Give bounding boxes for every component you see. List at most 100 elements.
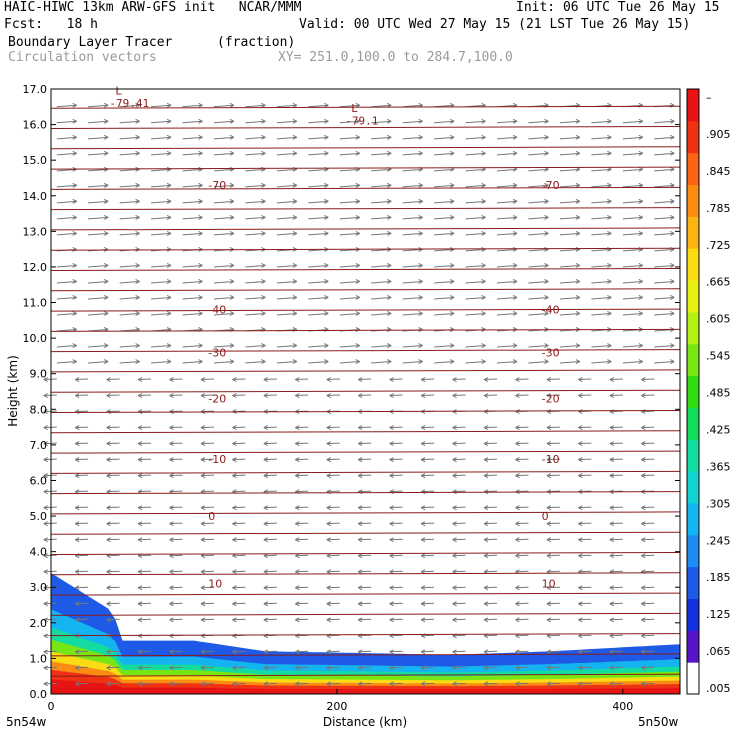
vector-arrow	[213, 280, 235, 284]
vector-arrow	[151, 104, 172, 108]
vector-arrow	[358, 586, 372, 589]
vector-arrow	[56, 312, 77, 316]
vector-arrow	[151, 136, 172, 140]
vector-arrow	[232, 506, 246, 509]
vector-head	[389, 441, 394, 447]
vector-head	[198, 311, 203, 316]
vector-arrow	[295, 570, 309, 573]
vector-head	[232, 393, 237, 399]
vector-head	[326, 617, 331, 623]
vector-arrow	[295, 554, 309, 557]
vector-arrow	[358, 634, 372, 637]
vector-head	[512, 311, 518, 316]
vector-arrow	[496, 200, 518, 204]
vector-head	[43, 585, 48, 591]
vector-head	[355, 343, 360, 348]
vector-arrow	[578, 682, 592, 685]
vector-arrow	[295, 586, 309, 589]
colorbar-label: .545	[706, 350, 731, 363]
vector-arrow	[43, 426, 57, 429]
vector-arrow	[308, 345, 329, 348]
vector-arrow	[591, 120, 612, 124]
vector-arrow	[496, 232, 518, 236]
vector-head	[357, 681, 363, 687]
vector-head	[106, 457, 111, 463]
vector-arrow	[465, 264, 486, 268]
vector-head	[295, 441, 300, 447]
vector-arrow	[622, 120, 643, 124]
vector-arrow	[371, 184, 392, 188]
vector-head	[418, 359, 423, 364]
vector-arrow	[200, 666, 214, 669]
vector-arrow	[75, 378, 89, 381]
vector-arrow	[465, 248, 486, 252]
vector-arrow	[654, 120, 675, 124]
vector-head	[575, 295, 581, 300]
vector-head	[232, 601, 237, 607]
colorbar-swatch	[687, 662, 699, 695]
vector-head	[72, 134, 77, 140]
vector-arrow	[295, 682, 309, 685]
vector-head	[386, 182, 392, 188]
contour-line	[50, 673, 681, 677]
vector-head	[74, 665, 80, 671]
vector-arrow	[138, 554, 152, 557]
vector-arrow	[56, 136, 77, 140]
vector-arrow	[339, 312, 360, 316]
vector-arrow	[263, 554, 277, 557]
field-name: Boundary Layer Tracer	[8, 35, 173, 50]
vector-arrow	[200, 442, 214, 445]
vector-head	[324, 262, 329, 268]
vector-head	[43, 601, 48, 607]
vector-head	[609, 393, 615, 399]
vector-head	[578, 537, 583, 543]
vector-arrow	[88, 152, 109, 156]
vector-head	[638, 118, 644, 124]
vector-head	[166, 230, 172, 236]
vector-head	[607, 198, 612, 204]
vector-arrow	[452, 538, 466, 541]
vector-head	[512, 295, 518, 300]
vector-head	[670, 214, 675, 220]
vector-arrow	[43, 538, 57, 541]
contour-label: -20	[208, 393, 226, 406]
vector-head	[326, 377, 331, 382]
vector-head	[418, 311, 423, 316]
vector-arrow	[389, 394, 403, 397]
vector-head	[103, 134, 109, 140]
vector-arrow	[421, 506, 435, 509]
vector-head	[74, 681, 80, 687]
vector-arrow	[609, 634, 623, 637]
vector-arrow	[622, 248, 643, 252]
vector-arrow	[138, 618, 152, 621]
vector-arrow	[106, 442, 120, 445]
colorbar-label: .005	[706, 682, 731, 695]
vector-head	[326, 569, 331, 575]
vector-arrow	[389, 378, 403, 381]
vector-head	[263, 617, 269, 623]
vector-head	[607, 134, 612, 140]
vector-arrow	[138, 506, 152, 509]
vector-head	[324, 343, 329, 348]
vector-arrow	[641, 522, 655, 525]
vector-head	[512, 230, 518, 236]
vector-arrow	[182, 152, 203, 156]
vector-arrow	[515, 538, 529, 541]
vector-arrow	[339, 264, 360, 268]
vector-head	[609, 425, 615, 431]
vector-head	[357, 441, 363, 447]
vector-head	[452, 393, 457, 399]
vector-arrow	[452, 570, 466, 573]
vector-arrow	[434, 184, 455, 188]
vector-arrow	[654, 264, 675, 268]
min-marker: L-79.41	[109, 84, 149, 109]
vector-head	[137, 441, 143, 447]
vector-head	[295, 457, 300, 463]
vector-head	[263, 505, 269, 511]
vector-arrow	[434, 200, 455, 204]
vector-head	[232, 377, 237, 382]
vector-arrow	[609, 394, 623, 397]
vector-head	[575, 230, 581, 236]
vector-head	[198, 214, 203, 220]
vector-arrow	[232, 474, 246, 477]
